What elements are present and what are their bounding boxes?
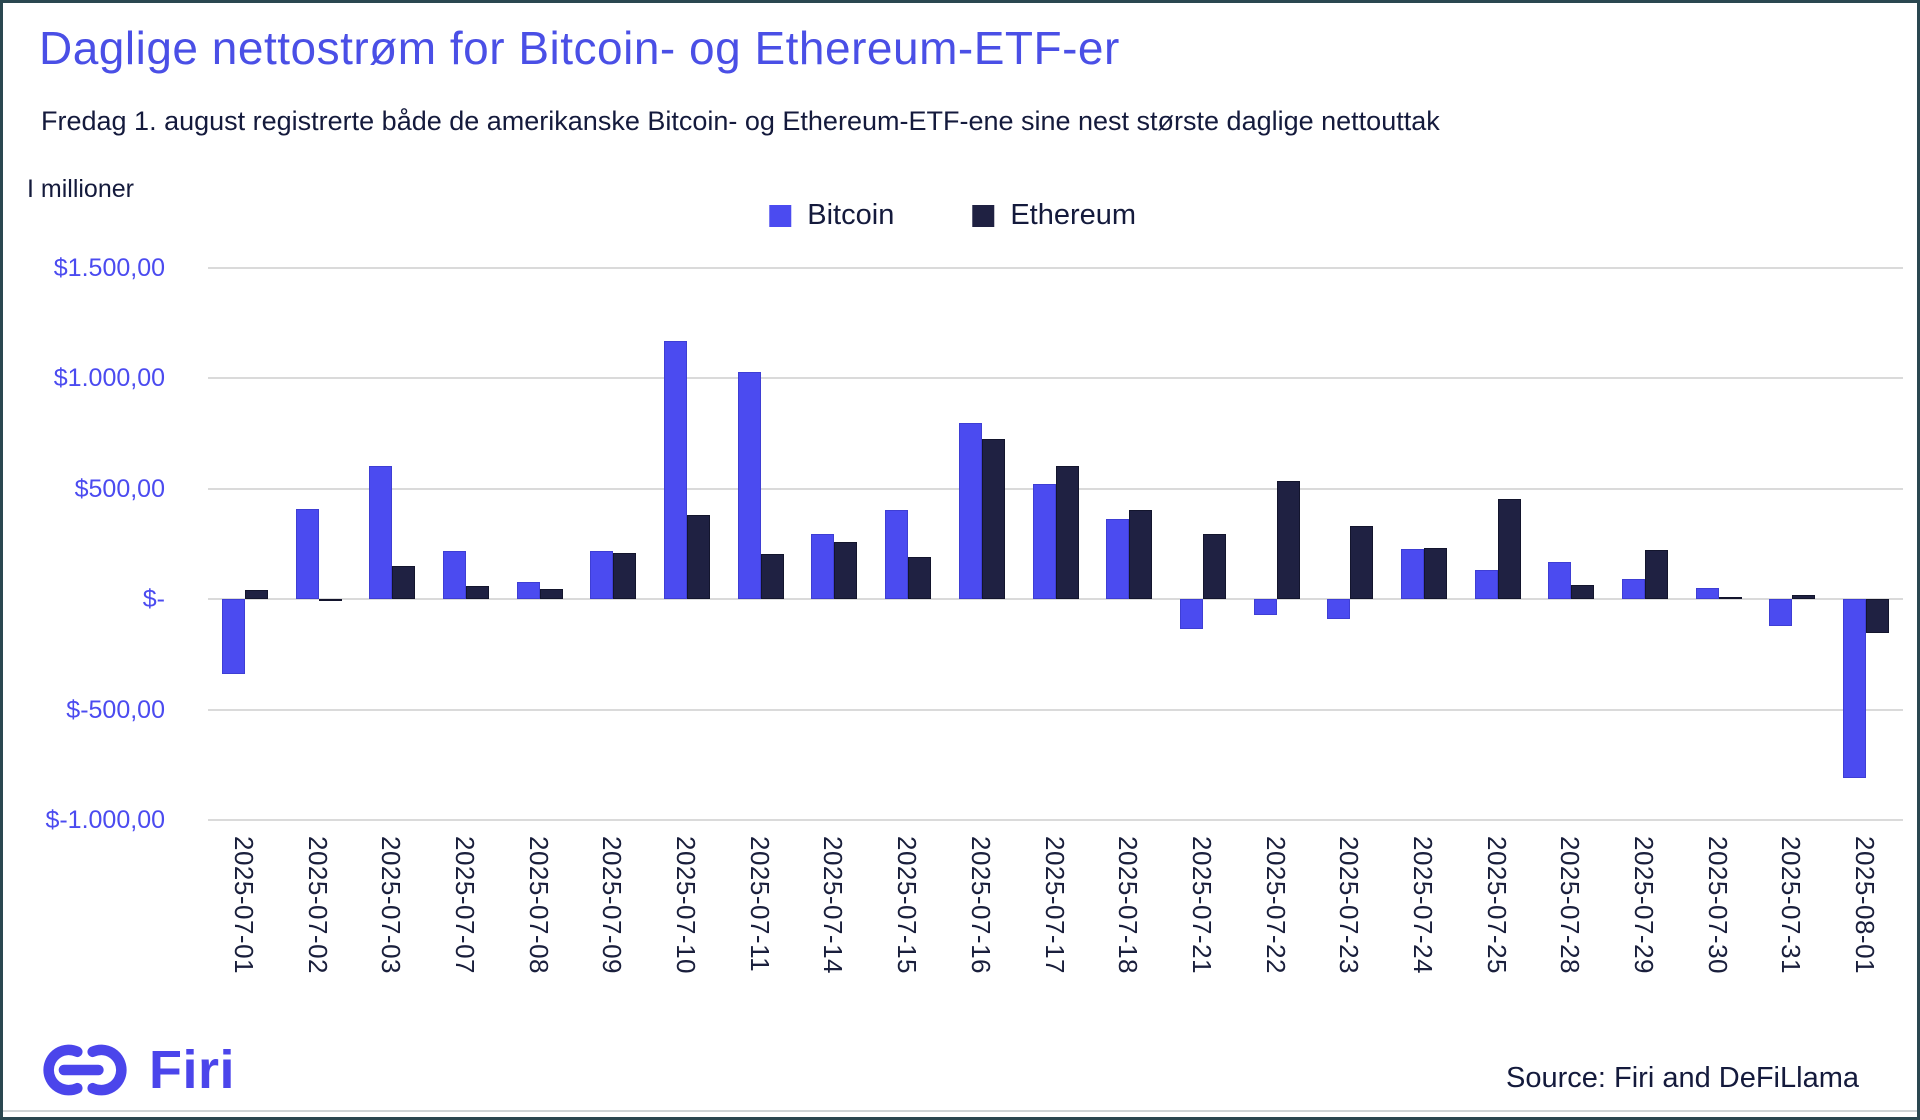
bar-ethereum-2025-07-24 — [1423, 548, 1447, 600]
y-tick-label: $500,00 — [74, 474, 165, 503]
axis-unit-label: I millioner — [27, 175, 134, 203]
y-tick-label: $-1.000,00 — [45, 806, 165, 834]
bar-ethereum-2025-07-10 — [687, 514, 711, 600]
x-tick-label: 2025-07-29 — [1629, 836, 1660, 974]
bar-bitcoin-2025-07-25 — [1474, 570, 1498, 600]
legend-label-ethereum: Ethereum — [1010, 199, 1137, 231]
y-tick-label: $1.500,00 — [53, 254, 165, 282]
x-tick-label: 2025-07-03 — [376, 836, 407, 974]
gridline — [208, 708, 1903, 711]
bar-bitcoin-2025-07-02 — [295, 509, 319, 600]
y-tick-label: $- — [142, 585, 165, 614]
gridline — [208, 267, 1903, 269]
bitcoin-swatch-icon — [769, 204, 792, 227]
bar-bitcoin-2025-07-23 — [1327, 599, 1351, 620]
bar-bitcoin-2025-07-24 — [1400, 549, 1424, 600]
gridline — [208, 377, 1903, 380]
x-tick-label: 2025-07-11 — [744, 836, 775, 973]
x-tick-label: 2025-07-10 — [671, 836, 702, 974]
legend-item-ethereum: Ethereum — [972, 199, 1136, 232]
bar-bitcoin-2025-07-31 — [1769, 599, 1793, 626]
x-tick-label: 2025-07-17 — [1039, 836, 1070, 974]
bar-bitcoin-2025-07-07 — [442, 551, 466, 600]
bar-bitcoin-2025-07-29 — [1622, 579, 1646, 600]
firi-logo-icon — [43, 1044, 127, 1096]
bar-bitcoin-2025-07-01 — [221, 599, 245, 675]
bar-ethereum-2025-07-09 — [613, 552, 637, 600]
bar-ethereum-2025-07-14 — [834, 541, 858, 600]
x-tick-label: 2025-07-30 — [1702, 836, 1733, 974]
x-tick-label: 2025-07-21 — [1186, 836, 1217, 974]
ethereum-swatch-icon — [972, 204, 995, 227]
x-tick-label: 2025-07-16 — [965, 836, 996, 974]
firi-logo-text: Firi — [149, 1040, 236, 1100]
x-tick-label: 2025-07-24 — [1407, 836, 1438, 974]
bar-bitcoin-2025-07-30 — [1695, 587, 1719, 600]
plot-area — [208, 267, 1903, 821]
chart-title: Daglige nettostrøm for Bitcoin- og Ether… — [39, 22, 1120, 74]
x-tick-label: 2025-07-28 — [1555, 836, 1586, 974]
bar-ethereum-2025-07-11 — [760, 553, 784, 600]
x-tick-label: 2025-08-01 — [1850, 836, 1881, 974]
bar-ethereum-2025-07-29 — [1645, 550, 1669, 600]
bar-ethereum-2025-07-21 — [1202, 533, 1226, 600]
x-tick-label: 2025-07-25 — [1481, 836, 1512, 974]
x-tick-label: 2025-07-02 — [302, 836, 333, 974]
x-tick-label: 2025-07-01 — [228, 836, 259, 974]
bar-bitcoin-2025-07-15 — [885, 510, 909, 600]
bar-ethereum-2025-07-31 — [1792, 595, 1816, 600]
bar-bitcoin-2025-07-16 — [958, 422, 982, 600]
bar-ethereum-2025-07-23 — [1350, 525, 1374, 600]
legend: Bitcoin Ethereum — [769, 199, 1136, 232]
bar-bitcoin-2025-07-22 — [1253, 599, 1277, 615]
gridline — [208, 819, 1903, 821]
x-tick-label: 2025-07-07 — [449, 836, 480, 974]
bar-bitcoin-2025-07-08 — [516, 581, 540, 600]
x-tick-label: 2025-07-15 — [892, 836, 923, 974]
bar-bitcoin-2025-07-09 — [590, 551, 614, 600]
bar-ethereum-2025-07-08 — [539, 588, 563, 600]
bar-bitcoin-2025-08-01 — [1843, 599, 1867, 779]
firi-logo: Firi — [39, 1039, 235, 1101]
y-tick-label: $1.000,00 — [53, 364, 165, 393]
bar-bitcoin-2025-07-28 — [1548, 561, 1572, 600]
bottom-hairline — [3, 1110, 1917, 1112]
x-tick-label: 2025-07-23 — [1334, 836, 1365, 974]
bar-ethereum-2025-07-01 — [244, 590, 268, 600]
bar-ethereum-2025-07-30 — [1718, 597, 1742, 600]
bar-ethereum-2025-07-18 — [1129, 510, 1153, 600]
bar-ethereum-2025-07-28 — [1571, 584, 1595, 600]
y-tick-label: $-500,00 — [66, 695, 165, 724]
bar-ethereum-2025-07-17 — [1055, 466, 1079, 600]
chart-subtitle: Fredag 1. august registrerte både de ame… — [41, 106, 1440, 136]
bar-ethereum-2025-07-07 — [465, 585, 489, 600]
bar-ethereum-2025-08-01 — [1866, 599, 1890, 633]
x-tick-label: 2025-07-18 — [1113, 836, 1144, 974]
bar-bitcoin-2025-07-10 — [664, 340, 688, 600]
bar-bitcoin-2025-07-11 — [737, 371, 761, 600]
x-tick-label: 2025-07-09 — [597, 836, 628, 974]
bar-ethereum-2025-07-03 — [392, 566, 416, 600]
bar-ethereum-2025-07-16 — [981, 438, 1005, 600]
bar-ethereum-2025-07-22 — [1276, 481, 1300, 600]
x-tick-label: 2025-07-31 — [1776, 836, 1807, 974]
bar-bitcoin-2025-07-17 — [1032, 483, 1056, 600]
x-tick-label: 2025-07-22 — [1260, 836, 1291, 974]
bar-ethereum-2025-07-25 — [1497, 499, 1521, 600]
bar-ethereum-2025-07-02 — [318, 599, 342, 602]
gridline — [208, 598, 1903, 601]
source-text: Source: Firi and DeFiLlama — [1506, 1062, 1859, 1094]
bar-bitcoin-2025-07-21 — [1179, 599, 1203, 629]
bar-ethereum-2025-07-15 — [908, 556, 932, 600]
legend-label-bitcoin: Bitcoin — [807, 199, 895, 231]
x-tick-label: 2025-07-14 — [818, 836, 849, 974]
bar-bitcoin-2025-07-18 — [1106, 519, 1130, 600]
bar-bitcoin-2025-07-14 — [811, 533, 835, 600]
legend-item-bitcoin: Bitcoin — [769, 199, 894, 232]
bar-bitcoin-2025-07-03 — [369, 466, 393, 600]
x-tick-label: 2025-07-08 — [523, 836, 554, 974]
